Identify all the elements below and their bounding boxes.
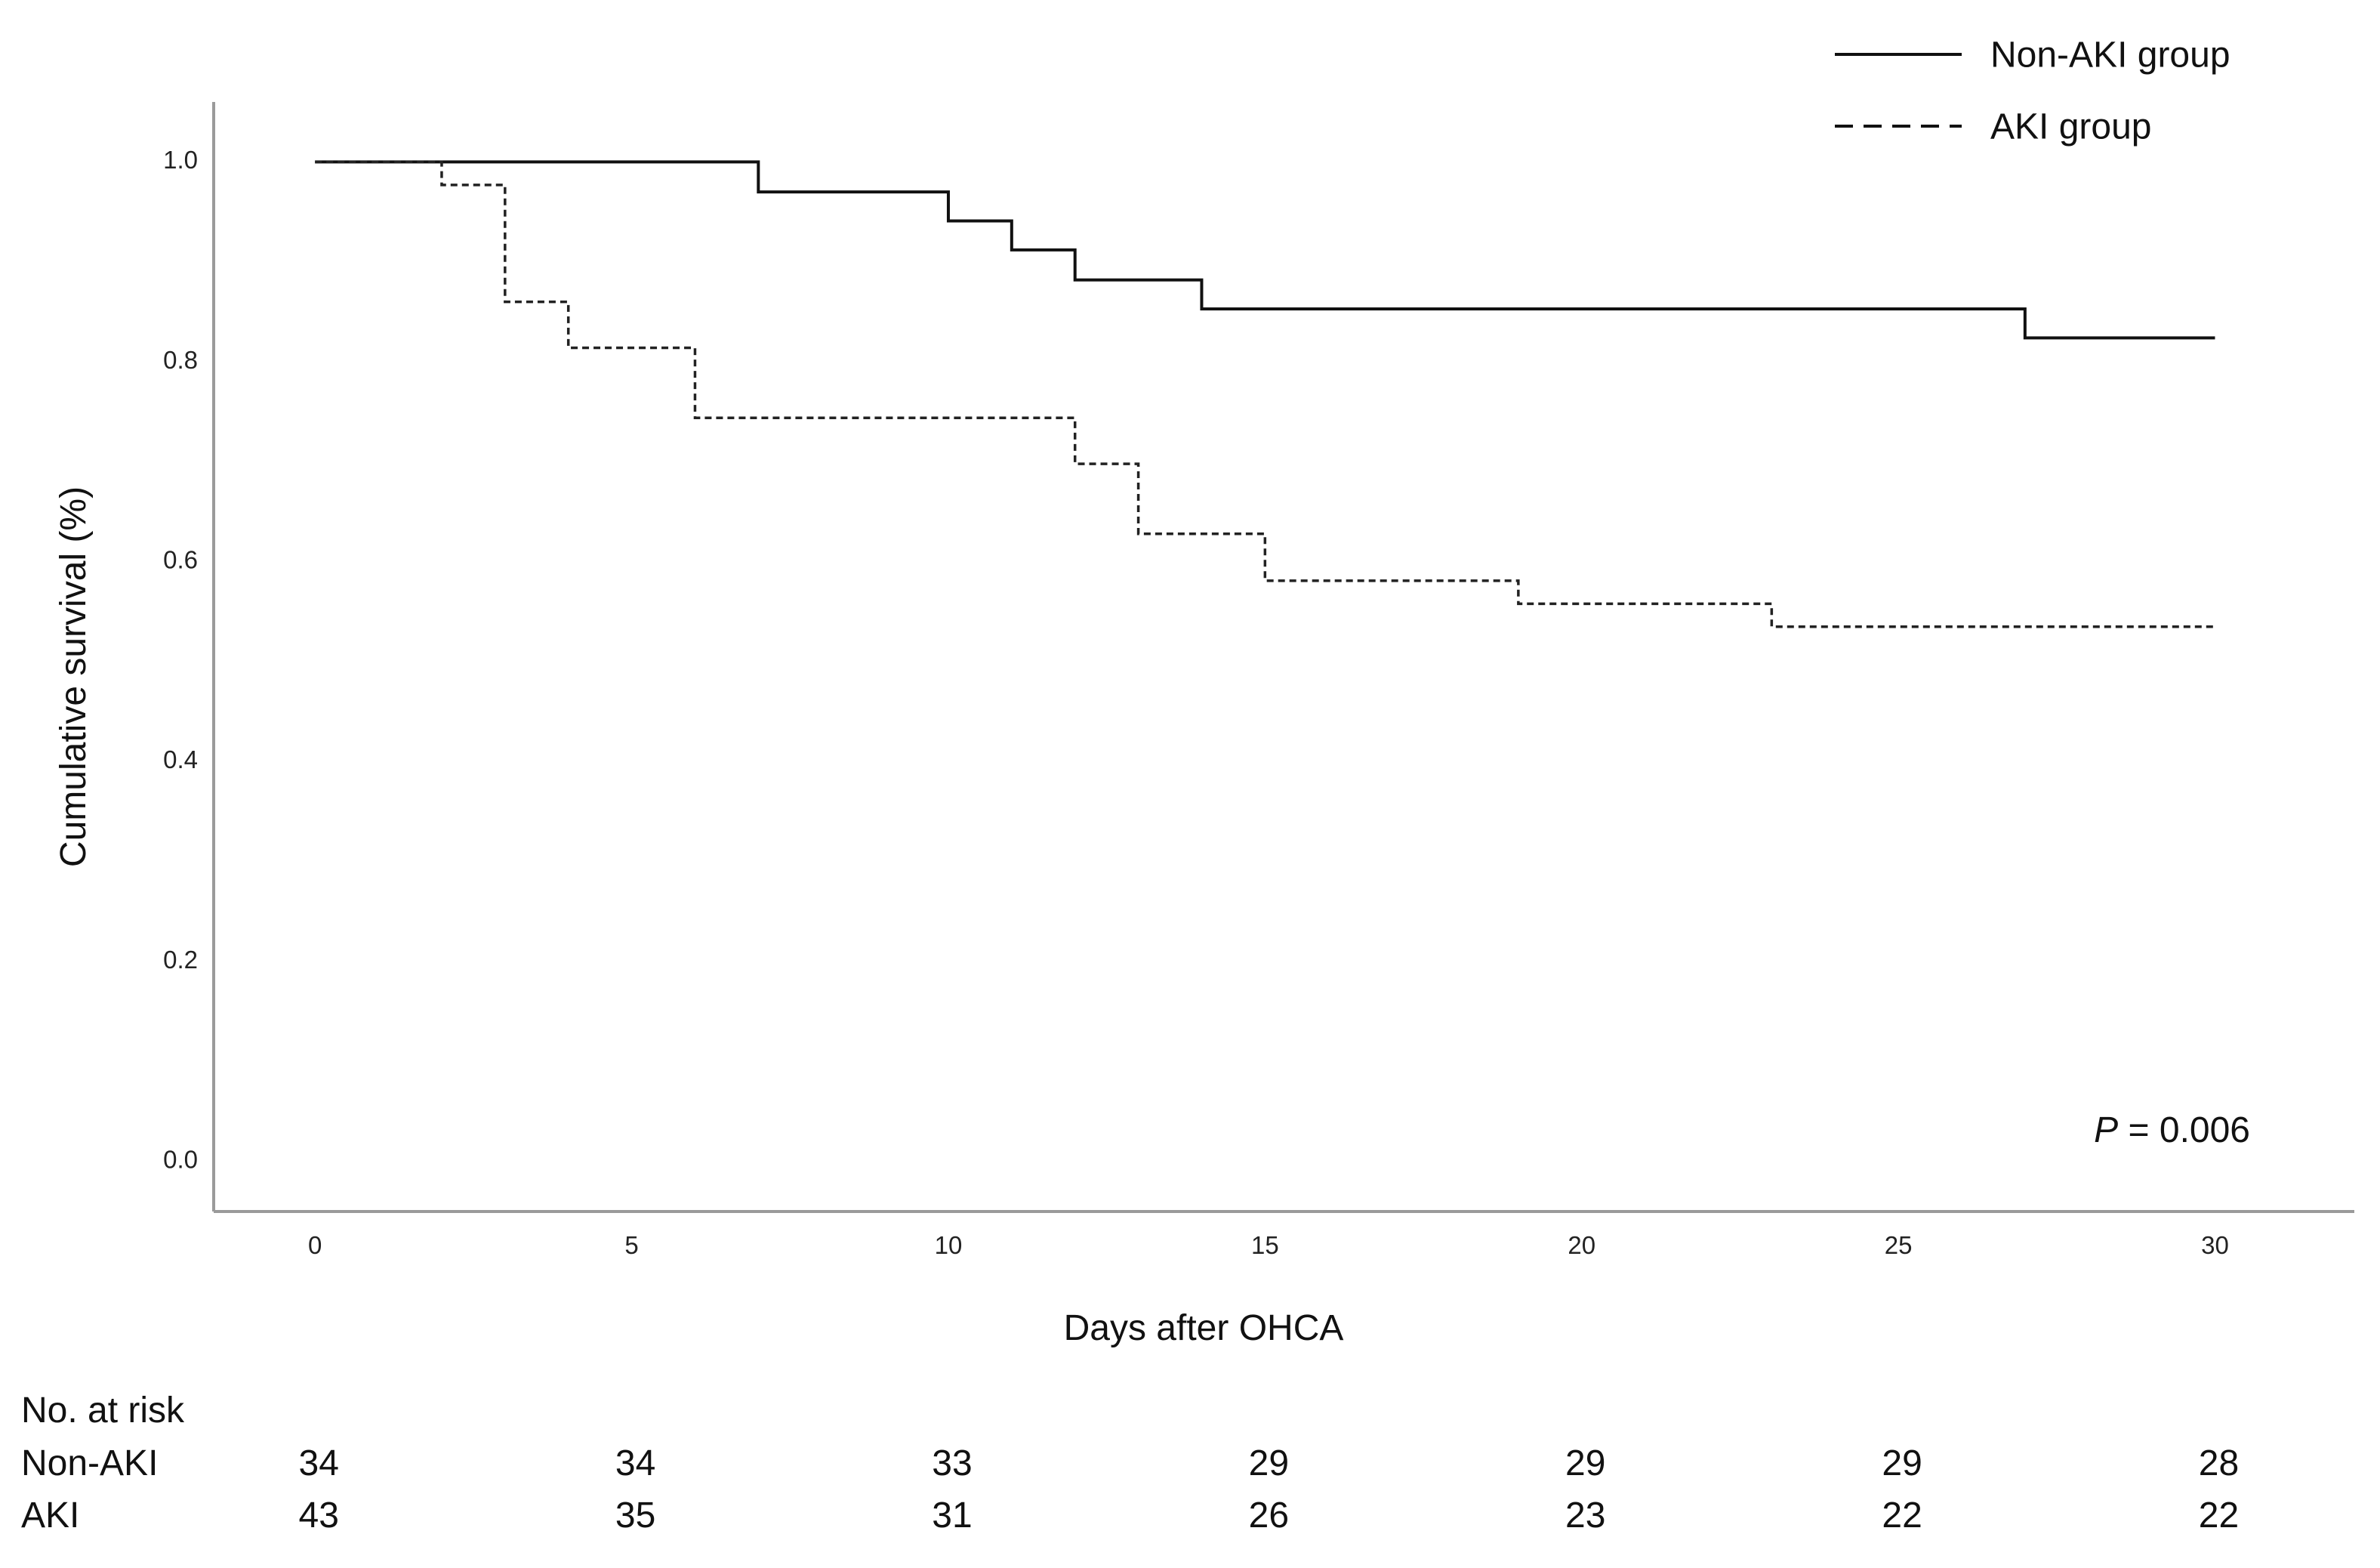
risk-value: 34 xyxy=(615,1443,655,1483)
risk-value: 23 xyxy=(1565,1495,1605,1536)
p-value-annotation: P = 0.006 xyxy=(2094,1110,2250,1150)
y-tick-label: 0.2 xyxy=(163,946,198,974)
x-tick-label: 10 xyxy=(935,1231,963,1259)
risk-row-label: AKI xyxy=(21,1495,79,1536)
risk-value: 29 xyxy=(1249,1443,1289,1483)
risk-row-label: Non-AKI xyxy=(21,1443,158,1483)
axes: 0.0 0.2 0.4 0.6 0.8 1.0 0 5 10 15 20 25 30 xyxy=(163,102,2354,1259)
y-tick-label: 1.0 xyxy=(163,146,198,174)
legend-label-aki: AKI group xyxy=(1990,107,2151,147)
x-ticks: 0 5 10 15 20 25 30 xyxy=(308,1231,2229,1259)
risk-value: 33 xyxy=(932,1443,972,1483)
risk-value: 22 xyxy=(2199,1495,2239,1536)
risk-value: 28 xyxy=(2199,1443,2239,1483)
x-tick-label: 20 xyxy=(1568,1231,1595,1259)
y-tick-label: 0.8 xyxy=(163,346,198,374)
risk-value: 31 xyxy=(932,1495,972,1536)
p-value-symbol: P xyxy=(2094,1110,2118,1150)
risk-value: 29 xyxy=(1882,1443,1922,1483)
legend: Non-AKI group AKI group xyxy=(1835,35,2230,147)
risk-table: No. at risk Non-AKI 34 34 33 29 29 29 28 AKI 43 35… xyxy=(21,1391,2239,1536)
risk-value: 26 xyxy=(1249,1495,1289,1536)
x-tick-label: 30 xyxy=(2201,1231,2229,1259)
risk-value: 35 xyxy=(615,1495,655,1536)
series-line-aki xyxy=(315,160,2215,628)
risk-table-title: No. at risk xyxy=(21,1391,185,1431)
x-tick-label: 0 xyxy=(308,1231,322,1259)
risk-value: 43 xyxy=(299,1495,339,1536)
x-tick-label: 5 xyxy=(624,1231,638,1259)
x-tick-label: 15 xyxy=(1251,1231,1279,1259)
risk-value: 34 xyxy=(299,1443,339,1483)
y-tick-label: 0.6 xyxy=(163,545,198,573)
y-tick-label: 0.0 xyxy=(163,1146,198,1174)
series-line-non-aki xyxy=(315,160,2215,340)
risk-value: 29 xyxy=(1565,1443,1605,1483)
x-tick-label: 25 xyxy=(1885,1231,1913,1259)
x-axis-title: Days after OHCA xyxy=(1064,1308,1344,1348)
p-value-text: = 0.006 xyxy=(2118,1110,2250,1150)
legend-label-non-aki: Non-AKI group xyxy=(1990,35,2230,76)
risk-table-rows: Non-AKI 34 34 33 29 29 29 28 AKI 43 35 31 26 23 22 22 xyxy=(21,1443,2239,1536)
y-tick-label: 0.4 xyxy=(163,745,198,773)
risk-value: 22 xyxy=(1882,1495,1922,1536)
y-axis-title: Cumulative survival (%) xyxy=(54,486,94,867)
series-layer xyxy=(315,160,2215,628)
y-ticks: 0.0 0.2 0.4 0.6 0.8 1.0 xyxy=(163,146,198,1173)
